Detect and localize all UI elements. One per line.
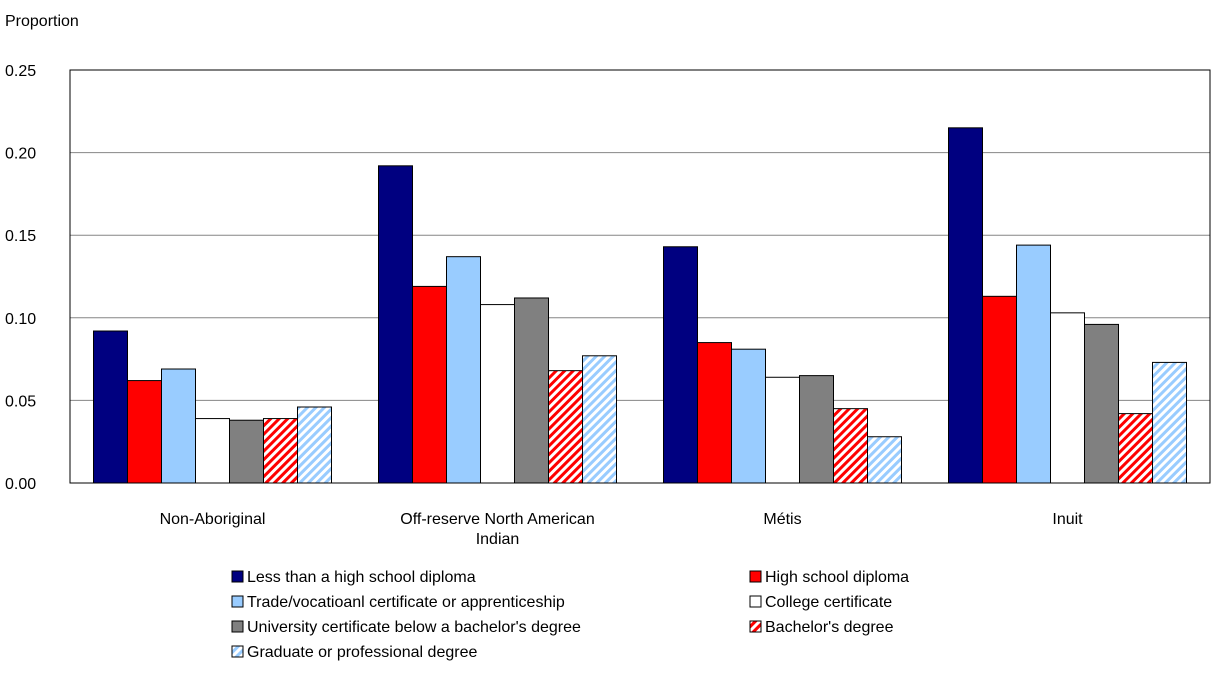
legend-swatch [231, 645, 244, 658]
legend-swatch [231, 620, 244, 633]
y-tick-label: 0.10 [5, 311, 36, 328]
bar [982, 295, 1017, 484]
bar [229, 419, 264, 484]
y-tick-label: 0.05 [5, 393, 36, 410]
bar [582, 355, 617, 484]
bar [412, 285, 447, 484]
bar [948, 127, 983, 484]
bar [1084, 323, 1119, 484]
bar [1152, 361, 1187, 484]
category-labels: Non-Aboriginal Off-reserve North American… [160, 511, 1084, 548]
legend-label: Bachelor's degree [765, 619, 894, 636]
bar [297, 406, 332, 484]
legend-swatch [749, 620, 762, 633]
legend-label: High school diploma [765, 569, 909, 586]
bar [127, 380, 162, 484]
category-label: Off-reserve North American [400, 511, 594, 528]
legend-label: College certificate [765, 594, 892, 611]
y-tick-label: 0.20 [5, 146, 36, 163]
bar [378, 165, 413, 484]
legend-swatch [749, 570, 762, 583]
bar [799, 375, 834, 484]
bar [263, 418, 298, 484]
legend-label: Trade/vocatioanl certificate or apprenti… [247, 594, 565, 611]
legend: Less than a high school diploma High scho… [231, 569, 909, 661]
y-axis-label: Proportion [5, 13, 79, 30]
legend-label: Less than a high school diploma [247, 569, 476, 586]
legend-swatch [231, 595, 244, 608]
bar [867, 436, 902, 484]
bar [195, 418, 230, 484]
y-tick-label: 0.25 [5, 63, 36, 80]
bar [161, 368, 196, 484]
y-tick-label: 0.00 [5, 476, 36, 493]
legend-label: Graduate or professional degree [247, 644, 477, 661]
category-label: Non-Aboriginal [160, 511, 266, 528]
category-label: Inuit [1052, 511, 1083, 528]
bar [548, 370, 583, 484]
legend-label: University certificate below a bachelor'… [247, 619, 581, 636]
y-tick-label: 0.15 [5, 228, 36, 245]
bar [833, 408, 868, 484]
legend-swatch [231, 570, 244, 583]
bar [514, 297, 549, 484]
category-label: Métis [763, 511, 801, 528]
bar [697, 342, 732, 484]
bar [1118, 413, 1153, 484]
bars [93, 127, 1187, 484]
bar [765, 376, 800, 484]
bar [480, 304, 515, 484]
y-tick-labels: 0.00 0.05 0.10 0.15 0.20 0.25 [5, 63, 36, 493]
bar [446, 256, 481, 484]
bar [731, 348, 766, 484]
bar [663, 246, 698, 484]
bar [93, 330, 128, 484]
bar [1016, 244, 1051, 484]
plot-area [69, 69, 1211, 484]
legend-swatch [749, 595, 762, 608]
bar [1050, 312, 1085, 484]
category-label: Indian [476, 531, 520, 548]
